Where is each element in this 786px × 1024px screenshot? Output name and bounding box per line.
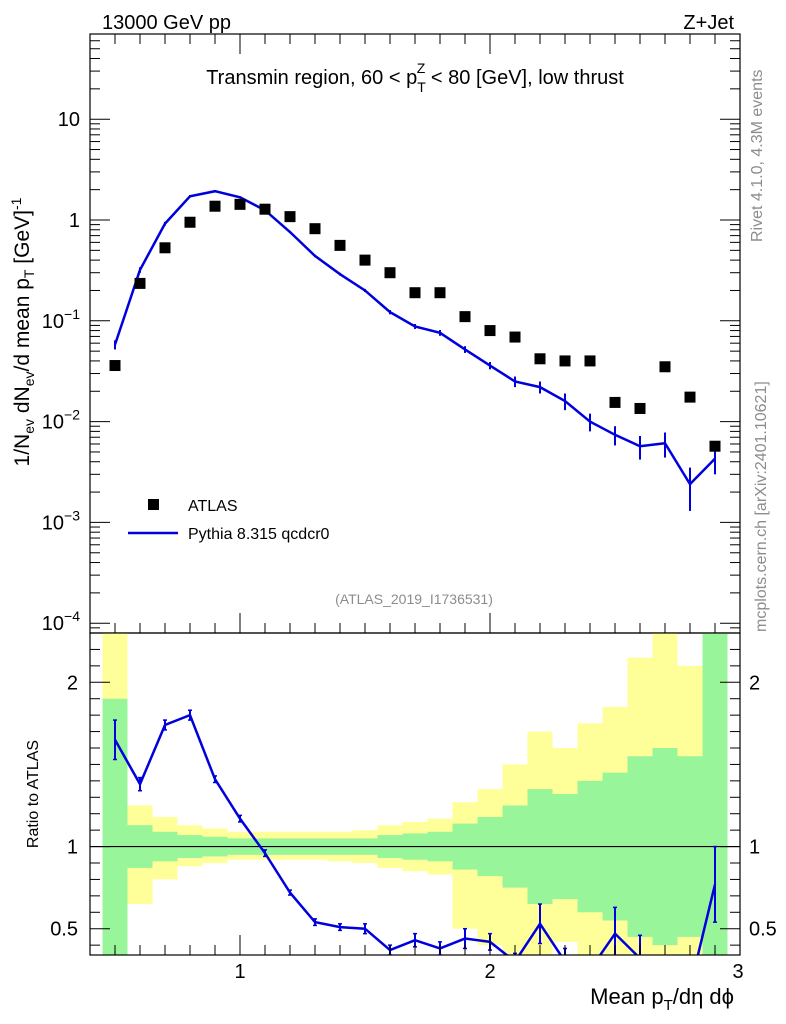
y-tick-label: 1 bbox=[69, 210, 80, 232]
atlas-data-point bbox=[634, 402, 646, 414]
atlas-data-point bbox=[209, 200, 221, 212]
y-tick-label: 10−4 bbox=[42, 608, 80, 635]
atlas-data-point bbox=[284, 211, 296, 223]
atlas-data-point bbox=[559, 355, 571, 367]
ratio-y-tick-label-left: 0.5 bbox=[50, 919, 78, 941]
y-tick-label: 10−2 bbox=[42, 407, 80, 434]
main-y-axis-label: 1/Nev dNev/d mean pT [GeV]-1 bbox=[8, 197, 37, 466]
atlas-data-point bbox=[659, 361, 671, 373]
x-tick-label: 3 bbox=[732, 961, 743, 983]
legend-atlas-marker bbox=[148, 499, 159, 510]
atlas-data-point bbox=[359, 254, 371, 266]
atlas-data-point bbox=[584, 355, 596, 367]
atlas-data-point bbox=[534, 353, 546, 365]
ratio-y-tick-label-right: 2 bbox=[749, 672, 760, 694]
ratio-marks bbox=[90, 633, 740, 955]
mc-series-line bbox=[113, 189, 716, 487]
atlas-data-point bbox=[134, 277, 146, 289]
atlas-data-point bbox=[184, 216, 196, 228]
legend-atlas-label: ATLAS bbox=[188, 498, 238, 515]
atlas-data-point bbox=[259, 203, 271, 215]
analysis-reference: (ATLAS_2019_I1736531) bbox=[335, 591, 493, 607]
atlas-data-point bbox=[509, 331, 521, 343]
header-energy: 13000 GeV pp bbox=[102, 12, 231, 34]
ratio-y-tick-label-left: 2 bbox=[67, 672, 78, 694]
ratio-panel: 0.5 0.5 1 1 2 2 1 2 3 Ratio to ATLAS Mean pT/dη … bbox=[25, 632, 777, 1014]
atlas-data-point bbox=[459, 311, 471, 323]
atlas-data-point bbox=[334, 239, 346, 251]
main-axis-ticks: 10 1 10−1 10−2 10−3 10−4 bbox=[42, 33, 740, 635]
x-axis-label: Mean pT/dη dϕ bbox=[590, 984, 734, 1014]
atlas-data-point bbox=[234, 198, 246, 210]
ratio-y-tick-label-right: 1 bbox=[749, 837, 760, 859]
atlas-data-point bbox=[309, 223, 321, 235]
main-marks bbox=[109, 189, 721, 511]
ratio-y-tick-label-left: 1 bbox=[67, 837, 78, 859]
atlas-data-point bbox=[684, 391, 696, 403]
rivet-version-label: Rivet 4.1.0, 4.3M events bbox=[749, 69, 766, 242]
atlas-data-point bbox=[159, 242, 171, 254]
x-tick-label: 2 bbox=[484, 961, 495, 983]
atlas-data-point bbox=[434, 287, 446, 299]
main-panel: 10 1 10−1 10−2 10−3 10−4 Transmin region, 60 … bbox=[8, 33, 741, 635]
header-process: Z+Jet bbox=[683, 12, 734, 34]
ratio-series-line bbox=[113, 713, 717, 955]
y-tick-label: 10−3 bbox=[42, 507, 80, 534]
x-tick-label: 1 bbox=[234, 961, 245, 983]
atlas-data-point bbox=[609, 396, 621, 408]
y-tick-label: 10−1 bbox=[42, 306, 80, 333]
atlas-data-point bbox=[484, 325, 496, 337]
main-frame bbox=[89, 33, 741, 634]
y-tick-label: 10 bbox=[58, 109, 80, 131]
mcplots-url-label: mcplots.cern.ch [arXiv:2401.10621] bbox=[753, 381, 770, 632]
ratio-y-axis-label: Ratio to ATLAS bbox=[25, 740, 42, 848]
plot-title: Transmin region, 60 < pTZ < 80 [GeV], lo… bbox=[206, 60, 624, 95]
atlas-data-point bbox=[409, 287, 421, 299]
ratio-y-tick-label-right: 0.5 bbox=[749, 919, 777, 941]
atlas-data-point bbox=[384, 267, 396, 279]
atlas-data-point bbox=[109, 360, 121, 372]
ratio-axis-ticks: 0.5 0.5 1 1 2 2 1 2 3 bbox=[50, 648, 777, 983]
legend-pythia-label: Pythia 8.315 qcdcr0 bbox=[188, 526, 330, 543]
atlas-data-point bbox=[709, 440, 721, 452]
